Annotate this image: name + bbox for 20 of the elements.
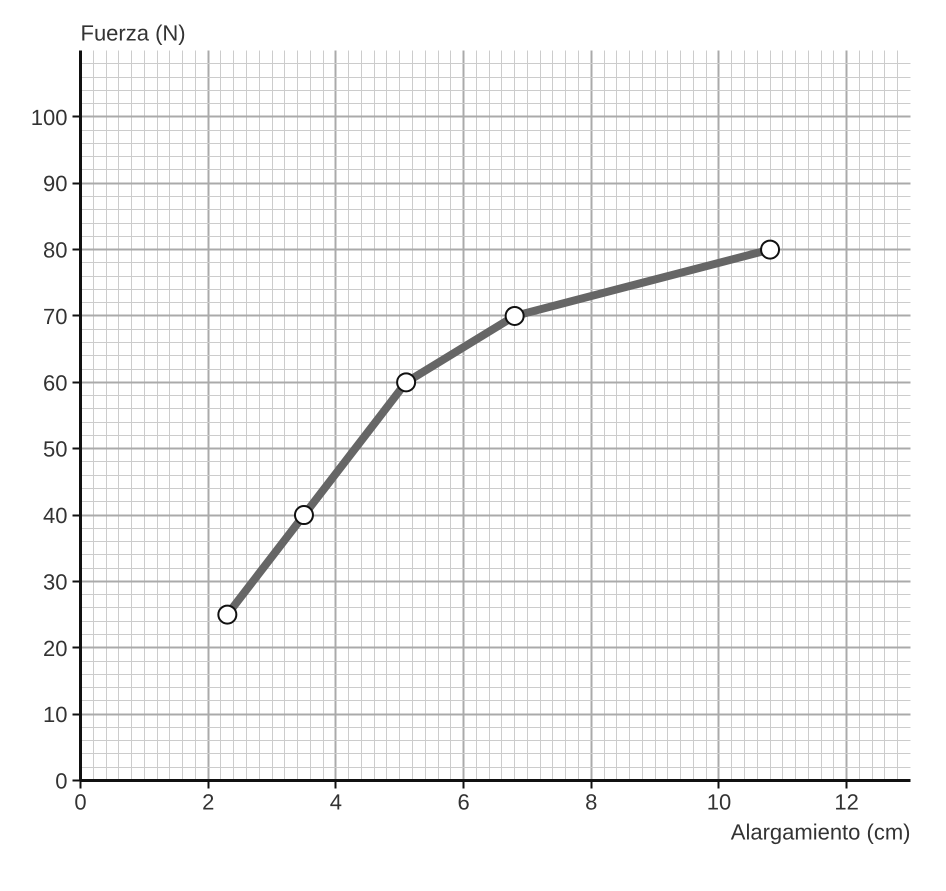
x-axis-title: Alargamiento (cm) xyxy=(730,820,910,844)
y-tick-label: 100 xyxy=(30,104,68,130)
x-tick-label: 12 xyxy=(834,790,859,814)
y-tick-label: 10 xyxy=(43,702,68,728)
y-tick-label: 80 xyxy=(43,238,68,263)
x-tick-label: 0 xyxy=(74,790,87,814)
y-tick-label: 60 xyxy=(43,370,68,396)
y-tick-label: 30 xyxy=(43,569,68,594)
y-tick-label: 50 xyxy=(43,436,68,462)
y-tick-label: 70 xyxy=(43,304,68,329)
y-tick-label: 20 xyxy=(43,636,68,661)
x-tick-label: 2 xyxy=(202,790,214,814)
y-axis-title: Fuerza (N) xyxy=(80,20,186,46)
x-tick-label: 6 xyxy=(457,790,470,814)
y-tick-label: 0 xyxy=(55,768,68,794)
x-tick-label: 4 xyxy=(330,790,342,814)
x-tick-label: 8 xyxy=(585,790,598,814)
y-tick-label: 40 xyxy=(43,503,68,528)
y-tick-label: 90 xyxy=(43,171,68,196)
x-tick-label: 10 xyxy=(706,790,732,814)
